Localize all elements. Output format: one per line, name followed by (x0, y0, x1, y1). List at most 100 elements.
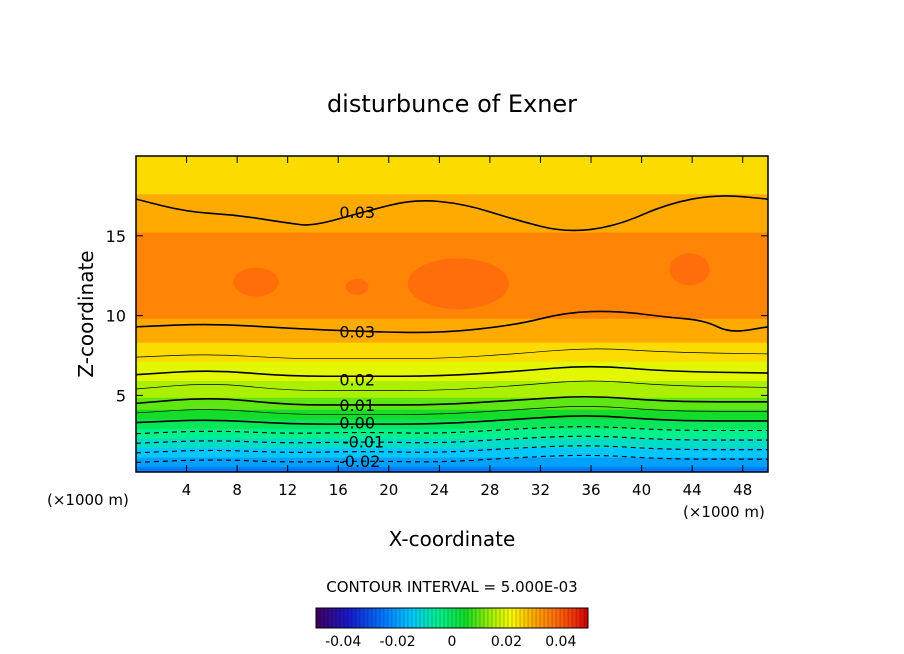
x-tick-label: 44 (683, 481, 702, 499)
field-band (136, 443, 768, 447)
field-band (136, 165, 768, 169)
field-band (136, 189, 768, 193)
field-band (136, 242, 768, 246)
field-band (136, 390, 768, 394)
field-band (136, 230, 768, 234)
colorbar-swatch (324, 608, 329, 628)
colorbar-swatch (396, 608, 401, 628)
contour-label: -0.01 (343, 433, 384, 452)
field-band (136, 404, 768, 408)
field-band (136, 455, 768, 459)
colorbar-swatch (384, 608, 389, 628)
field-band (136, 167, 768, 171)
colorbar-swatch (468, 608, 473, 628)
field-band (136, 419, 768, 423)
field-band (136, 347, 768, 351)
colorbar-swatch (552, 608, 557, 628)
colorbar-swatch (368, 608, 373, 628)
x-tick-label: 8 (232, 481, 242, 499)
field-band (136, 407, 768, 411)
x-tick-label: 28 (480, 481, 499, 499)
field-band (136, 239, 768, 243)
field-band (136, 397, 768, 401)
colorbar-swatch (380, 608, 385, 628)
colorbar-tick-label: -0.02 (379, 634, 415, 650)
colorbar-swatch (448, 608, 453, 628)
field-band (136, 309, 768, 313)
field-band (136, 462, 768, 466)
colorbar-ticks: -0.04 -0.02 0 0.02 0.04 (325, 634, 576, 650)
field-band (136, 385, 768, 389)
colorbar (315, 608, 589, 628)
field-band (136, 158, 768, 162)
contour-line (136, 310, 768, 334)
field-band (136, 316, 768, 320)
field-band (136, 220, 768, 224)
field-band (136, 227, 768, 231)
colorbar-frame (315, 607, 589, 629)
field-band (136, 436, 768, 440)
colorbar-swatch (564, 608, 569, 628)
colorbar-swatch (320, 608, 325, 628)
colorbar-swatch (540, 608, 545, 628)
field-band (136, 206, 768, 210)
colorbar-swatch (360, 608, 365, 628)
field-high (345, 278, 369, 295)
field-band (136, 163, 768, 167)
field-band (136, 383, 768, 387)
field-band (136, 246, 768, 250)
field-band (136, 378, 768, 382)
colorbar-swatch (316, 608, 321, 628)
x-tick-label: 16 (329, 481, 348, 499)
x-tick-label: 4 (182, 481, 192, 499)
field-band (136, 213, 768, 217)
field-band (136, 381, 768, 385)
field-band (136, 335, 768, 339)
colorbar-swatch (512, 608, 517, 628)
contour-lines (136, 195, 768, 463)
y-tick-label: 10 (106, 307, 126, 326)
field-band (136, 208, 768, 212)
x-axis-label: X-coordinate (389, 527, 516, 551)
field-band (136, 172, 768, 176)
x-axis-ticks: 4 8 12 16 20 24 28 32 36 40 44 48 (182, 156, 752, 499)
field-band (136, 244, 768, 248)
field-band (136, 249, 768, 253)
field-band (136, 314, 768, 317)
contour-line (136, 348, 768, 360)
y-axis-ticks: 5 10 15 (106, 227, 768, 405)
colorbar-swatch (428, 608, 433, 628)
colorbar-swatch (576, 608, 581, 628)
contour-label: 0.03 (339, 203, 375, 222)
contour-line (136, 365, 768, 378)
colorbar-swatch (372, 608, 377, 628)
field-band (136, 175, 768, 179)
field-band (136, 448, 768, 452)
colorbar-tick-label: 0.02 (491, 634, 522, 650)
field-band (136, 223, 768, 227)
colorbar-swatch (580, 608, 585, 628)
contour-line (136, 195, 768, 232)
field-band (136, 424, 768, 428)
colorbar-swatch (388, 608, 393, 628)
colorbar-swatch (356, 608, 361, 628)
field-band (136, 357, 768, 361)
field-band (136, 218, 768, 222)
field-band (136, 177, 768, 181)
colorbar-swatch (352, 608, 357, 628)
colorbar-swatch (452, 608, 457, 628)
colorbar-swatch (336, 608, 341, 628)
contour-labels: 0.03 0.03 0.02 0.010.00-0.01-0.02 (339, 203, 384, 471)
field-band (136, 352, 768, 356)
field-band (136, 395, 768, 399)
field-band (136, 400, 768, 404)
field-high (669, 253, 710, 286)
colorbar-swatch (496, 608, 501, 628)
field-band (136, 457, 768, 461)
y-axis-label: Z-coordinate (74, 250, 98, 377)
contour-label: 0.03 (339, 323, 375, 342)
field-band (136, 182, 768, 186)
colorbar-swatch (572, 608, 577, 628)
colorbar-swatch (492, 608, 497, 628)
x-tick-label: 12 (278, 481, 297, 499)
